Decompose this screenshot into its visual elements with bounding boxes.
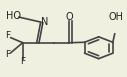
Text: F: F bbox=[5, 31, 10, 41]
Text: F: F bbox=[5, 50, 10, 59]
Text: OH: OH bbox=[109, 12, 124, 22]
Text: O: O bbox=[65, 12, 73, 22]
Text: N: N bbox=[41, 17, 48, 27]
Text: HO: HO bbox=[6, 11, 21, 21]
Text: F: F bbox=[20, 57, 25, 66]
